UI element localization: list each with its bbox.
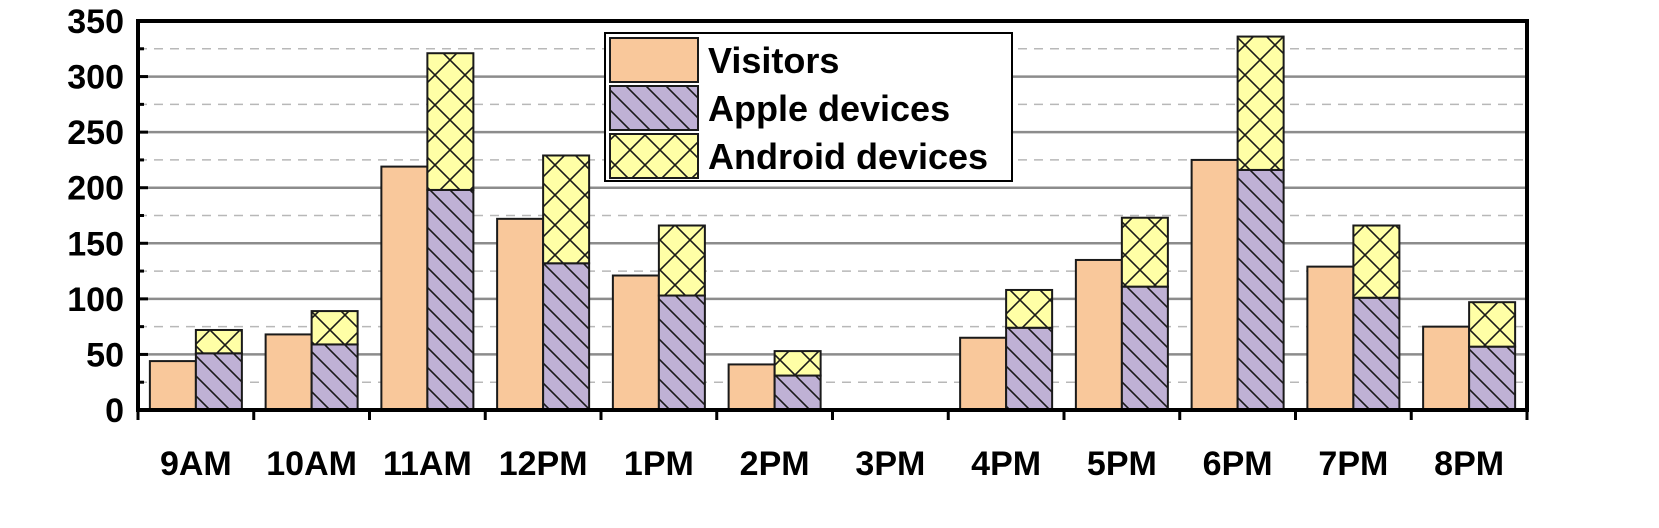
bar-android-devices-1pm bbox=[657, 224, 706, 297]
bar-visitors-7pm bbox=[1306, 265, 1355, 411]
legend-label: Android devices bbox=[708, 136, 988, 177]
x-tick-label: 12PM bbox=[499, 445, 588, 483]
y-tick-label: 350 bbox=[67, 3, 124, 41]
x-tick-label: 1PM bbox=[624, 445, 694, 483]
axes bbox=[136, 19, 1529, 420]
bar-apple-devices-12pm bbox=[542, 262, 591, 412]
bars bbox=[148, 35, 1517, 412]
legend-label: Visitors bbox=[708, 40, 839, 81]
x-tick-label: 7PM bbox=[1318, 445, 1388, 483]
y-tick-label: 0 bbox=[105, 392, 124, 430]
bar-apple-devices-7pm bbox=[1352, 296, 1401, 412]
x-tick-label: 5PM bbox=[1087, 445, 1157, 483]
legend: Visitors Apple devices Android devices bbox=[604, 32, 1013, 182]
bar-visitors-2pm bbox=[727, 363, 776, 411]
legend-label: Apple devices bbox=[708, 88, 950, 129]
legend-swatch-apple-devices bbox=[609, 85, 699, 131]
y-tick-label: 50 bbox=[86, 336, 124, 374]
x-tick-label: 6PM bbox=[1203, 445, 1273, 483]
bar-android-devices-8pm bbox=[1468, 301, 1517, 348]
bar-apple-devices-2pm bbox=[773, 374, 822, 411]
y-tick-label: 100 bbox=[67, 281, 124, 319]
bar-android-devices-4pm bbox=[1005, 288, 1054, 329]
bar-apple-devices-8pm bbox=[1468, 345, 1517, 411]
x-tick-label: 2PM bbox=[740, 445, 810, 483]
bar-apple-devices-6pm bbox=[1236, 168, 1285, 411]
bar-apple-devices-5pm bbox=[1120, 285, 1169, 412]
bar-apple-devices-4pm bbox=[1005, 326, 1054, 411]
x-tick-label: 8PM bbox=[1434, 445, 1504, 483]
bar-android-devices-12pm bbox=[542, 154, 591, 265]
bar-android-devices-11am bbox=[426, 52, 475, 191]
bar-visitors-11am bbox=[380, 165, 429, 411]
bar-android-devices-7pm bbox=[1352, 224, 1401, 299]
bar-apple-devices-9am bbox=[194, 352, 243, 411]
x-tick-label: 10AM bbox=[266, 445, 357, 483]
y-tick-label: 200 bbox=[67, 170, 124, 208]
bar-visitors-6pm bbox=[1190, 158, 1239, 411]
bar-apple-devices-11am bbox=[426, 188, 475, 411]
bar-visitors-12pm bbox=[496, 217, 545, 411]
bar-android-devices-5pm bbox=[1120, 216, 1169, 288]
y-tick-label: 300 bbox=[67, 59, 124, 97]
bar-apple-devices-1pm bbox=[657, 294, 706, 411]
bar-visitors-9am bbox=[148, 360, 197, 411]
bar-visitors-10am bbox=[264, 333, 313, 411]
bar-visitors-1pm bbox=[611, 274, 660, 412]
legend-swatch-android-devices bbox=[609, 133, 699, 179]
bar-android-devices-6pm bbox=[1236, 35, 1285, 171]
bar-android-devices-10am bbox=[310, 310, 359, 346]
y-tick-label: 250 bbox=[67, 114, 124, 152]
legend-swatch-visitors bbox=[609, 37, 699, 83]
bar-visitors-4pm bbox=[959, 336, 1008, 411]
tick-labels: 0 50 100 150 200 250 300 350 9AM 10AM 11AM 12PM 1PM 2… bbox=[67, 3, 1504, 483]
bar-apple-devices-10am bbox=[310, 343, 359, 412]
bar-android-devices-2pm bbox=[773, 350, 822, 377]
x-tick-label: 4PM bbox=[971, 445, 1041, 483]
x-tick-label: 3PM bbox=[855, 445, 925, 483]
x-tick-label: 11AM bbox=[383, 445, 472, 483]
y-tick-label: 150 bbox=[67, 225, 124, 263]
bar-android-devices-9am bbox=[194, 328, 243, 355]
bar-visitors-5pm bbox=[1074, 258, 1123, 412]
x-tick-label: 9AM bbox=[160, 445, 232, 483]
bar-visitors-8pm bbox=[1422, 325, 1471, 411]
